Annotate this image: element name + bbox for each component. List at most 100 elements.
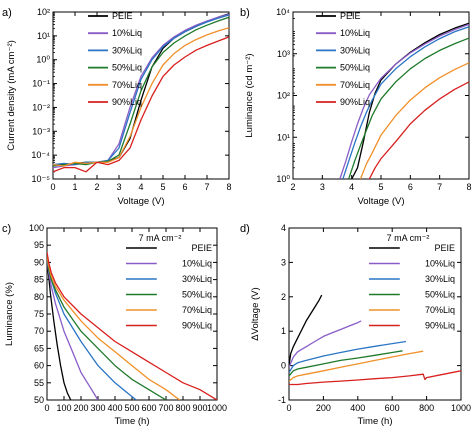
y-tick-label: 95 [34, 240, 44, 250]
y-tick-label: 10¹ [277, 132, 290, 142]
y-tick-label: 80 [34, 292, 44, 302]
y-tick-label: 10² [277, 91, 290, 101]
chart-panel-3: 0 100 200 300 400 500 600 700 800 900 100050556065… [2, 223, 227, 427]
series-line-90pct-liq [289, 370, 461, 386]
x-axis-label: Voltage (V) [358, 196, 405, 207]
series-line-70pct-liq [359, 62, 469, 179]
legend-label: PEIE [434, 243, 455, 253]
x-tick-label: 400 [107, 403, 122, 413]
x-tick-label: 600 [141, 403, 156, 413]
y-tick-label: 10² [37, 7, 50, 17]
legend-label: PEIE [112, 11, 133, 21]
series-line-50pct-liq [289, 350, 403, 377]
chart-annotation: 7 mA cm⁻² [387, 233, 430, 243]
legend-label: 30%Liq [182, 274, 212, 284]
series-line-90pct-liq [47, 251, 217, 400]
legend-label: 90%Liq [112, 97, 142, 107]
x-tick-label: 8 [226, 182, 231, 192]
plot-frame [288, 227, 462, 401]
y-axis-label: Luminance (%) [4, 282, 15, 346]
legend: PEIE 10%Liq 30%Liq 50%Liq 70%Liq 90%Liq [126, 243, 212, 331]
legend-label: PEIE [191, 243, 212, 253]
x-tick-label: 1 [72, 182, 77, 192]
y-tick-label: 60 [34, 361, 44, 371]
legend-label: PEIE [340, 11, 361, 21]
y-tick-label: 10⁻² [32, 102, 50, 112]
legend-label: 90%Liq [340, 97, 370, 107]
series-line-30pct-liq [47, 255, 137, 400]
y-tick-label: 85 [34, 275, 44, 285]
x-tick-label: 8 [466, 182, 471, 192]
legend-label: 30%Liq [425, 274, 455, 284]
panel-letter: b) [240, 7, 250, 19]
y-tick-label: 65 [34, 343, 44, 353]
legend-label: 50%Liq [425, 290, 455, 300]
x-tick-label: 2 [94, 182, 99, 192]
series-group [47, 251, 217, 400]
x-tick-label: 4 [138, 182, 143, 192]
x-tick-label: 5 [378, 182, 383, 192]
y-tick-label: 70 [34, 326, 44, 336]
series-line-90pct-liq [53, 36, 229, 173]
legend-label: 70%Liq [340, 80, 370, 90]
series-line-50pct-liq [53, 16, 229, 167]
series-group [289, 294, 461, 386]
y-tick-label: 75 [34, 309, 44, 319]
legend-label: 50%Liq [340, 63, 370, 73]
x-axis-label: Time (h) [114, 416, 149, 427]
y-tick-label: 90 [34, 257, 44, 267]
x-tick-label: 900 [192, 403, 207, 413]
legend-label: 70%Liq [182, 305, 212, 315]
x-axis-label: Time (h) [357, 416, 392, 427]
legend-label: 50%Liq [112, 63, 142, 73]
panel-letter: d) [240, 223, 250, 235]
series-line-30pct-liq [289, 340, 407, 373]
x-tick-label: 0 [50, 182, 55, 192]
x-tick-label: 200 [316, 403, 331, 413]
legend-label: 10%Liq [425, 259, 455, 269]
series-line-peie [289, 294, 323, 366]
y-tick-label: 10⁴ [276, 7, 290, 17]
x-tick-label: 400 [350, 403, 365, 413]
x-tick-label: 600 [385, 403, 400, 413]
series-line-70pct-liq [47, 255, 180, 400]
x-tick-label: 1000 [207, 403, 227, 413]
y-axis-label: ΔVoltage (V) [250, 287, 261, 340]
legend-label: 10%Liq [182, 259, 212, 269]
series-line-10pct-liq [289, 320, 362, 368]
y-tick-label: 3 [281, 257, 286, 267]
x-tick-label: 100 [56, 403, 71, 413]
y-tick-label: 55 [34, 378, 44, 388]
series-line-30pct-liq [342, 26, 469, 179]
y-tick-label: 50 [34, 395, 44, 405]
x-tick-label: 6 [182, 182, 187, 192]
y-axis-label: Current density (mA cm⁻²) [6, 40, 17, 151]
x-tick-label: 700 [158, 403, 173, 413]
x-axis-label: Voltage (V) [118, 196, 165, 207]
legend-label: 70%Liq [425, 305, 455, 315]
y-tick-label: 10⁻³ [32, 126, 50, 136]
legend-label: 50%Liq [182, 290, 212, 300]
y-tick-label: 10¹ [37, 31, 50, 41]
legend-label: 30%Liq [340, 45, 370, 55]
x-tick-label: 800 [175, 403, 190, 413]
series-line-50pct-liq [348, 37, 469, 179]
x-tick-label: 7 [204, 182, 209, 192]
y-tick-label: -1 [278, 395, 286, 405]
panel-letter: c) [2, 223, 11, 235]
y-tick-label: 10⁻⁵ [32, 174, 51, 184]
x-tick-label: 0 [286, 403, 291, 413]
legend: PEIE 10%Liq 30%Liq 50%Liq 70%Liq 90%Liq [88, 11, 142, 107]
legend-label: 10%Liq [340, 28, 370, 38]
series-line-70pct-liq [289, 350, 424, 382]
chart-panel-2: 2 3 4 5 6 7 8 10⁰ 10¹ 10² 10³ 10⁴ Voltage (V) Luminan… [240, 7, 472, 207]
series-line-90pct-liq [368, 81, 469, 179]
x-tick-label: 300 [90, 403, 105, 413]
series-line-10pct-liq [47, 258, 99, 400]
series-group [339, 22, 469, 179]
x-tick-label: 500 [124, 403, 139, 413]
legend-label: 70%Liq [112, 80, 142, 90]
y-tick-label: 0 [281, 361, 286, 371]
y-tick-label: 10⁻¹ [32, 79, 50, 89]
x-tick-label: 6 [408, 182, 413, 192]
